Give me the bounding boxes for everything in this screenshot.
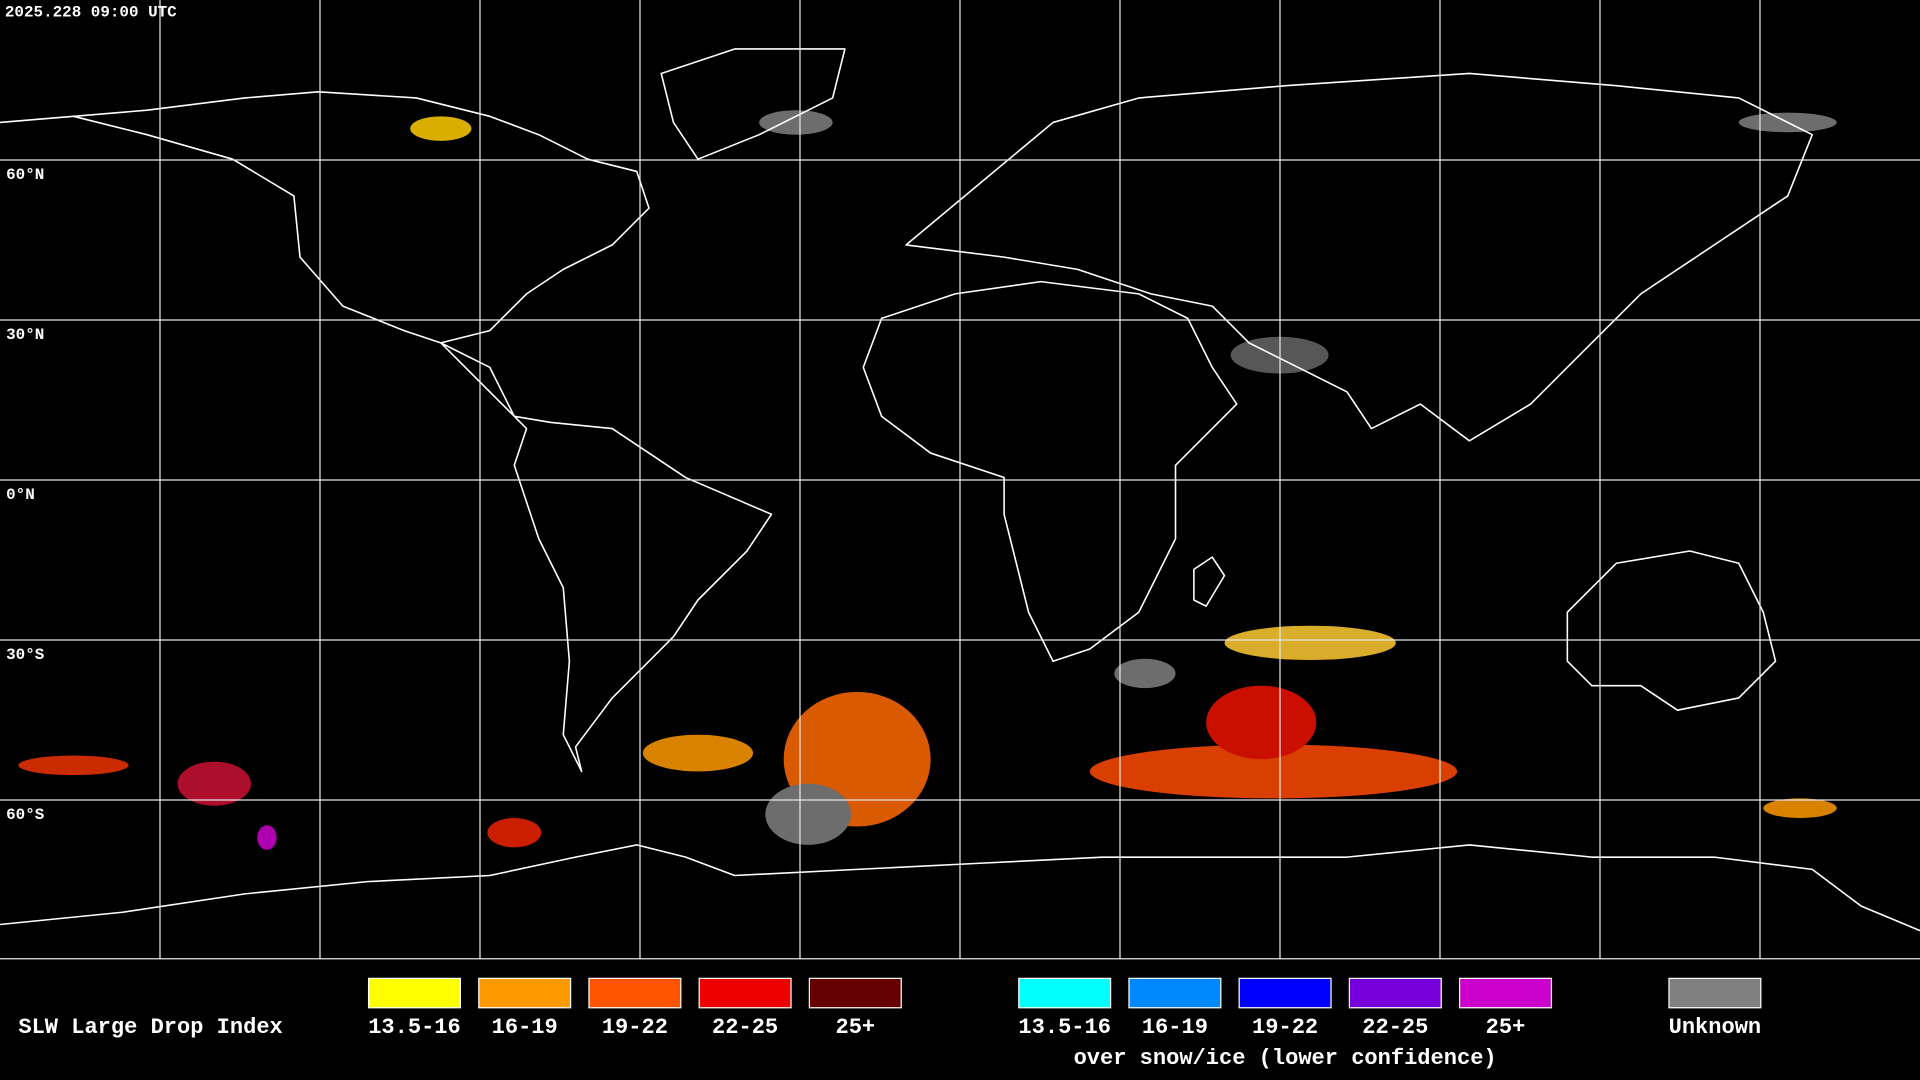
legend-label: 13.5-16 <box>368 1015 461 1040</box>
coastline <box>660 48 846 160</box>
legend-swatch <box>1458 977 1553 1009</box>
legend-label: 22-25 <box>1362 1015 1428 1040</box>
coastlines <box>0 48 1920 932</box>
coastline <box>0 844 1920 932</box>
legend-label: 25+ <box>1486 1015 1526 1040</box>
legend-swatch <box>367 977 462 1009</box>
cloud-area <box>257 825 277 850</box>
legend-swatch <box>588 977 682 1009</box>
cloud-area <box>1224 625 1396 660</box>
legend-title: SLW Large Drop Index <box>18 1015 282 1040</box>
legend-swatch <box>1018 977 1112 1009</box>
legend-swatch <box>1128 977 1222 1009</box>
graticule <box>0 0 1920 960</box>
legend-caption: over snow/ice (lower confidence) <box>1074 1046 1497 1071</box>
cloud-field <box>18 110 1837 850</box>
cloud-area <box>18 755 129 776</box>
legend-label: Unknown <box>1669 1015 1762 1040</box>
legend-label: 16-19 <box>492 1015 558 1040</box>
legend-label: 13.5-16 <box>1018 1015 1111 1040</box>
legend-label: 19-22 <box>602 1015 668 1040</box>
coastline <box>0 91 650 344</box>
cloud-area <box>759 110 833 135</box>
legend-swatch <box>1238 977 1332 1009</box>
coastline <box>1566 550 1777 712</box>
latitude-label: 30°N <box>6 326 44 344</box>
cloud-area <box>1763 798 1837 818</box>
cloud-area <box>410 116 472 141</box>
legend-swatch <box>1348 977 1442 1009</box>
cloud-area <box>1089 744 1458 799</box>
coastline <box>1193 556 1226 607</box>
latitude-label: 0°N <box>6 486 35 504</box>
legend-label: 25+ <box>835 1015 875 1040</box>
legend: SLW Large Drop Index 13.5-16 16-19 19-22 22-… <box>18 977 1762 1071</box>
latitude-label: 60°S <box>6 806 45 824</box>
legend-swatch <box>1668 977 1762 1009</box>
coastline <box>905 72 1814 442</box>
legend-swatch <box>808 977 902 1009</box>
legend-label: 16-19 <box>1142 1015 1208 1040</box>
cloud-area <box>1206 685 1317 760</box>
cloud-area <box>177 761 252 806</box>
coastline <box>440 342 773 773</box>
latitude-labels: 60°N 30°N 0°N 30°S 60°S <box>6 166 45 824</box>
timestamp: 2025.228 09:00 UTC <box>5 3 177 21</box>
cloud-area <box>487 817 542 848</box>
cloud-area <box>765 783 852 845</box>
latitude-label: 60°N <box>6 166 44 184</box>
cloud-area <box>1114 658 1176 689</box>
latitude-label: 30°S <box>6 646 45 664</box>
coastline <box>862 280 1238 663</box>
legend-label: 22-25 <box>712 1015 778 1040</box>
cloud-area <box>642 734 754 772</box>
legend-swatch <box>698 977 792 1009</box>
legend-label: 19-22 <box>1252 1015 1318 1040</box>
legend-swatch <box>478 977 572 1009</box>
